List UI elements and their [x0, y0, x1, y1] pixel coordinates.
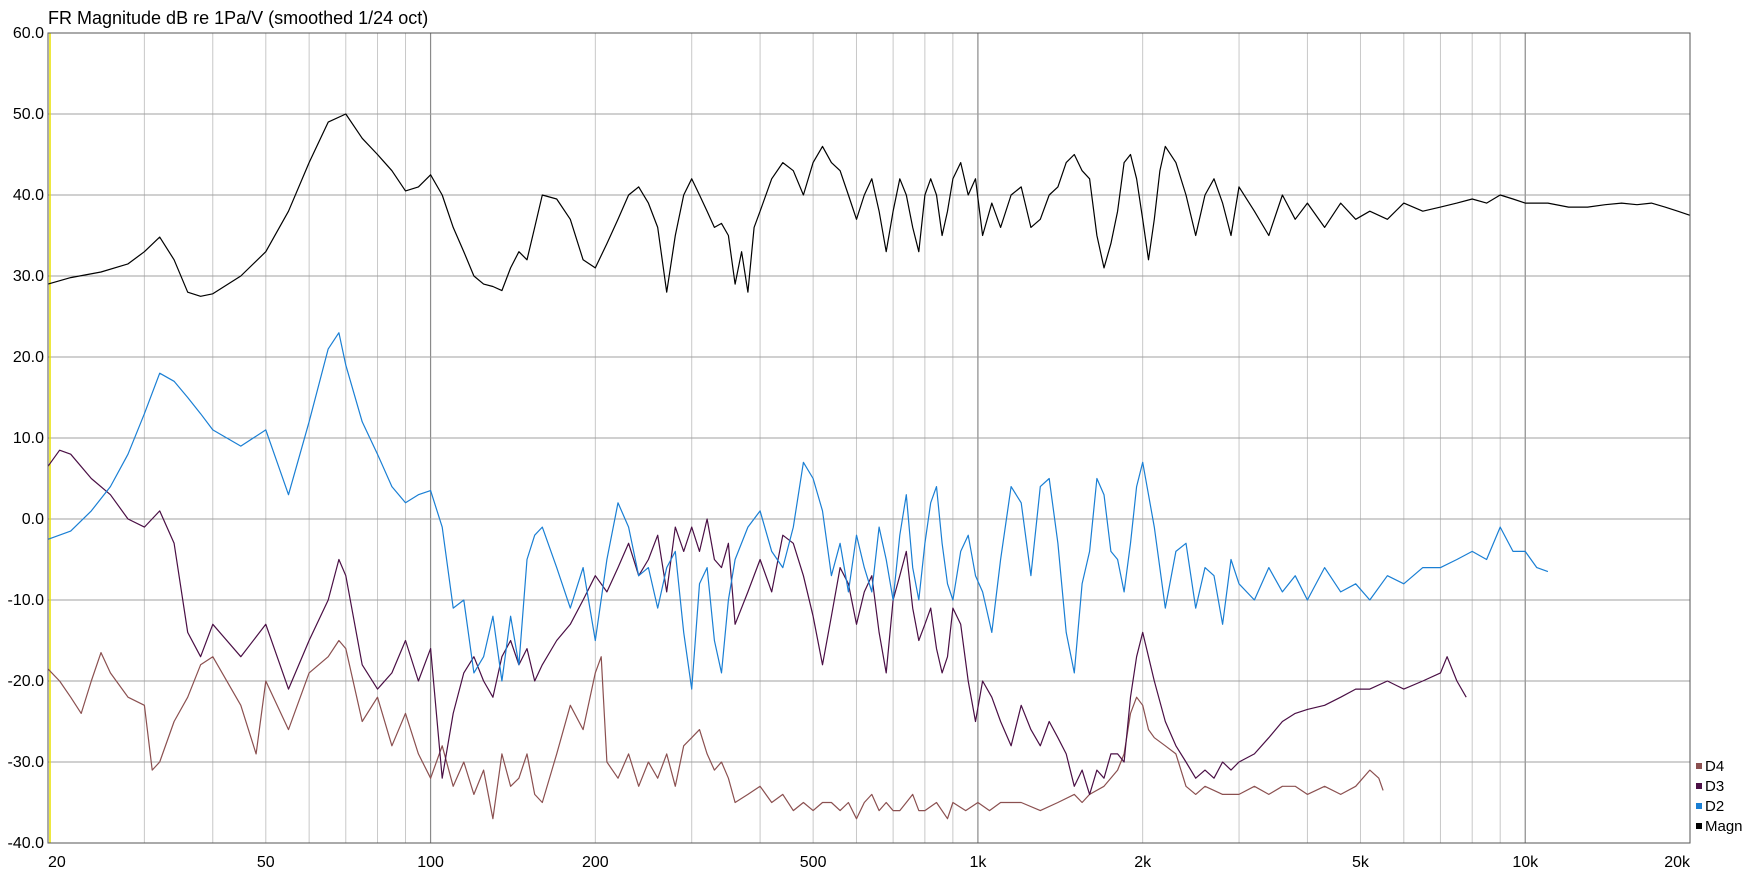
series-layer [47, 113, 1691, 820]
x-tick-label: 500 [800, 854, 827, 871]
legend: D4 D3 D2 Magn [1696, 758, 1743, 835]
series-line-d3 [47, 449, 1467, 795]
plot-area-border [47, 32, 1691, 844]
x-tick-label: 5k [1352, 854, 1370, 871]
y-tick-label: 50.0 [13, 106, 44, 123]
legend-swatch-magn [1696, 823, 1702, 829]
y-tick-label: 0.0 [22, 511, 44, 528]
x-tick-label: 100 [417, 854, 444, 871]
y-tick-label: 20.0 [13, 349, 44, 366]
legend-label-d3: D3 [1705, 778, 1724, 795]
x-tick-label: 2k [1134, 854, 1152, 871]
x-tick-label: 20 [48, 854, 66, 871]
x-tick-label: 200 [582, 854, 609, 871]
series-line-d4 [47, 639, 1384, 820]
series-line-magn [47, 113, 1691, 297]
y-tick-label: 10.0 [13, 430, 44, 447]
grid-layer [47, 32, 1691, 844]
legend-label-magn: Magn [1705, 818, 1743, 835]
legend-swatch-d3 [1696, 783, 1702, 789]
x-tick-label: 20k [1664, 854, 1691, 871]
y-tick-label: 40.0 [13, 187, 44, 204]
y-tick-label: 60.0 [13, 25, 44, 42]
y-tick-label: -20.0 [8, 673, 45, 690]
legend-swatch-d2 [1696, 803, 1702, 809]
axes-layer: 60.0 50.0 40.0 30.0 20.0 10.0 0.0 -10.0 -20.0 -30… [8, 25, 1691, 871]
x-tick-label: 50 [257, 854, 275, 871]
legend-swatch-d4 [1696, 763, 1702, 769]
legend-label-d4: D4 [1705, 758, 1724, 775]
chart-title: FR Magnitude dB re 1Pa/V (smoothed 1/24 … [48, 8, 428, 28]
y-tick-label: -30.0 [8, 754, 45, 771]
series-line-d2 [47, 332, 1549, 690]
x-tick-label: 1k [969, 854, 987, 871]
y-tick-label: -40.0 [8, 835, 45, 852]
y-tick-label: -10.0 [8, 592, 45, 609]
y-tick-label: 30.0 [13, 268, 44, 285]
x-tick-label: 10k [1512, 854, 1539, 871]
legend-label-d2: D2 [1705, 798, 1724, 815]
